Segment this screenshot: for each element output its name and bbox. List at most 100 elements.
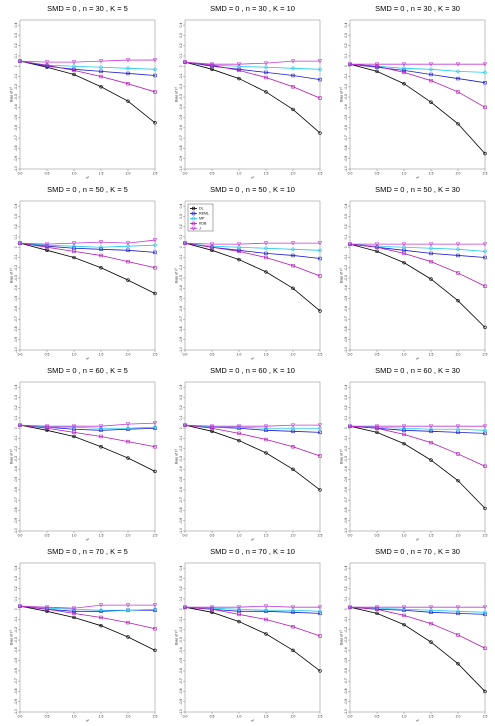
x-tick-label: 2.5 [483, 715, 488, 719]
data-point-j [209, 242, 215, 247]
y-tick-label: -0.7 [344, 497, 348, 503]
data-point-dl [483, 325, 487, 330]
data-point-kdb [429, 440, 433, 445]
x-tick-label: 2.5 [483, 534, 488, 538]
data-point-j [236, 242, 242, 247]
y-tick-label: -0.8 [179, 688, 183, 694]
data-point-reml [456, 611, 460, 616]
data-point-j [263, 241, 269, 246]
series-line-dl [184, 424, 321, 491]
x-tick-label: 1.0 [72, 353, 77, 357]
data-point-mp [152, 424, 158, 430]
y-tick-label: -0.1 [344, 435, 348, 441]
y-tick-label: -1.0 [179, 166, 183, 172]
y-tick-label: -0.8 [179, 145, 183, 151]
x-tick-label: 1.0 [237, 353, 242, 357]
data-point-j [263, 604, 269, 609]
x-tick-label: 2.0 [456, 715, 461, 719]
data-point-kdb [483, 464, 487, 468]
y-tick-label: 0.2 [179, 43, 183, 48]
series-line-mp [184, 61, 321, 70]
data-point-reml [483, 255, 487, 260]
y-tick-label: 0.4 [344, 385, 348, 390]
series-line-kdb [19, 605, 156, 630]
x-tick-label: 2.0 [126, 353, 131, 357]
series-line-mp [184, 606, 321, 612]
series-line-mp [349, 243, 486, 252]
y-tick-label: -0.7 [344, 135, 348, 141]
y-tick-label: 0.1 [179, 53, 183, 58]
y-tick-label: 0.1 [14, 234, 18, 239]
data-point-j [455, 605, 461, 610]
data-point-reml [429, 610, 433, 615]
series-line-mp [349, 425, 486, 431]
x-tick-label: 2.0 [291, 353, 296, 357]
x-tick-label: 0.0 [348, 172, 353, 176]
series-line-kdb [19, 242, 156, 269]
y-tick-label: 0.2 [179, 586, 183, 591]
data-point-kdb [99, 74, 103, 79]
data-point-j [182, 60, 188, 65]
y-tick-label: -0.6 [14, 668, 18, 674]
series-line-dl [349, 63, 486, 154]
series-line-kdb [184, 606, 321, 637]
data-point-dl [126, 456, 130, 460]
data-point-reml [429, 429, 433, 434]
data-point-j [125, 58, 131, 63]
y-tick-label: -0.9 [14, 156, 18, 162]
data-point-j [317, 605, 323, 610]
data-point-kdb [126, 82, 130, 86]
y-tick-label: -0.3 [14, 456, 18, 462]
data-point-kdb [126, 439, 130, 444]
data-point-mp [98, 244, 104, 250]
y-tick-label: -0.5 [344, 658, 348, 664]
chart-svg: SMD = 0 , n = 50 , K = 10 0.4 0.3 0.2 0.1 0 -0… [175, 185, 323, 361]
y-axis-label: Bias of τ² [175, 448, 179, 463]
x-tick-label: 2.5 [318, 353, 323, 357]
data-point-j [152, 58, 158, 63]
data-point-kdb [72, 430, 76, 435]
y-tick-label: -0.8 [344, 145, 348, 151]
y-tick-label: -0.7 [179, 316, 183, 322]
x-tick-label: 1.5 [264, 715, 269, 719]
plot-frame [184, 562, 321, 713]
data-point-j [98, 59, 104, 64]
y-tick-label: -0.8 [344, 507, 348, 513]
y-tick-label: 0.1 [344, 415, 348, 420]
data-point-dl [291, 467, 295, 472]
data-point-j [374, 605, 380, 610]
data-point-j [317, 59, 323, 64]
data-point-dl [402, 82, 406, 86]
x-tick-label: 2.0 [456, 534, 461, 538]
data-point-mp [290, 608, 296, 613]
data-point-j [209, 424, 215, 429]
chart-svg: SMD = 0 , n = 70 , K = 10 0.4 0.3 0.2 0.1 0 -0… [175, 547, 323, 723]
y-tick-label: -0.9 [344, 337, 348, 343]
y-axis-label: Bias of τ² [10, 86, 14, 101]
data-point-mp [263, 608, 269, 613]
data-point-dl [99, 623, 103, 628]
y-tick-label: 0.2 [344, 586, 348, 591]
y-tick-label: -0.9 [179, 518, 183, 524]
data-point-kdb [318, 274, 322, 278]
legend-marker [191, 211, 196, 216]
y-tick-label: 0.3 [179, 33, 183, 38]
data-point-dl [72, 434, 76, 439]
data-point-kdb [237, 612, 241, 617]
data-point-mp [482, 428, 488, 433]
x-axis-label: τ² [251, 176, 254, 180]
data-point-dl [429, 640, 433, 644]
x-tick-label: 2.0 [126, 715, 131, 719]
y-tick-label: 0.3 [344, 214, 348, 219]
y-tick-label: -0.3 [179, 637, 183, 643]
y-tick-label: 0.4 [344, 566, 348, 571]
data-point-j [152, 421, 158, 426]
chart-svg: SMD = 0 , n = 60 , K = 10 0.4 0.3 0.2 0.1 0 -0… [175, 366, 323, 542]
series-line-j [19, 422, 156, 427]
y-tick-label: -0.8 [14, 145, 18, 151]
y-tick-label: 0.1 [14, 415, 18, 420]
data-point-j [428, 242, 434, 247]
y-tick-label: 0.4 [344, 23, 348, 28]
data-point-mp [125, 608, 131, 613]
series-line-j [185, 605, 320, 608]
